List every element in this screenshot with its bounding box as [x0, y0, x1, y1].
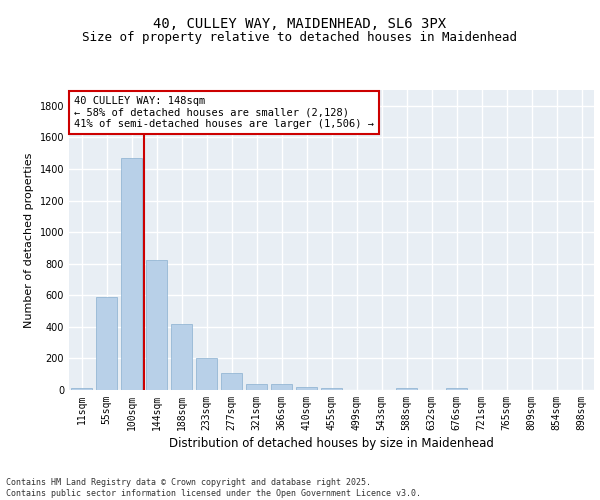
Bar: [296, 386, 317, 390]
Bar: [146, 260, 167, 390]
Text: Contains HM Land Registry data © Crown copyright and database right 2025.
Contai: Contains HM Land Registry data © Crown c…: [6, 478, 421, 498]
Bar: [246, 384, 267, 390]
Text: 40, CULLEY WAY, MAIDENHEAD, SL6 3PX: 40, CULLEY WAY, MAIDENHEAD, SL6 3PX: [154, 18, 446, 32]
Bar: [396, 388, 417, 390]
Bar: [196, 358, 217, 390]
Text: 40 CULLEY WAY: 148sqm
← 58% of detached houses are smaller (2,128)
41% of semi-d: 40 CULLEY WAY: 148sqm ← 58% of detached …: [74, 96, 374, 129]
X-axis label: Distribution of detached houses by size in Maidenhead: Distribution of detached houses by size …: [169, 437, 494, 450]
Bar: [446, 388, 467, 390]
Bar: [221, 374, 242, 390]
Bar: [171, 324, 192, 390]
Y-axis label: Number of detached properties: Number of detached properties: [24, 152, 34, 328]
Bar: [71, 388, 92, 390]
Bar: [121, 158, 142, 390]
Text: Size of property relative to detached houses in Maidenhead: Size of property relative to detached ho…: [83, 32, 517, 44]
Bar: [96, 297, 117, 390]
Bar: [271, 384, 292, 390]
Bar: [321, 388, 342, 390]
